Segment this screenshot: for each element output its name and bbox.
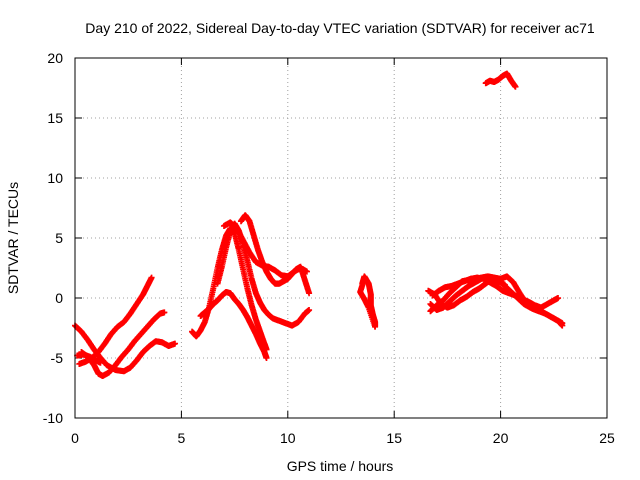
y-tick-label: 15 (47, 110, 63, 126)
data-point (172, 340, 179, 347)
data-point (361, 275, 368, 282)
x-tick-label: 0 (71, 430, 79, 446)
y-tick-label: 0 (55, 290, 63, 306)
x-axis-title: GPS time / hours (287, 458, 394, 474)
y-axis-title: SDTVAR / TECUs (5, 182, 21, 294)
x-tick-label: 25 (599, 430, 615, 446)
y-tick-label: -5 (51, 350, 64, 366)
series-track-4 (74, 351, 104, 366)
data-point (303, 268, 310, 275)
series-track-15 (482, 70, 519, 90)
y-tick-label: 10 (47, 170, 63, 186)
y-tick-label: 20 (47, 50, 63, 66)
chart-title: Day 210 of 2022, Sidereal Day-to-day VTE… (85, 20, 595, 36)
data-point (512, 83, 519, 90)
x-tick-label: 20 (493, 430, 509, 446)
grid-lines (75, 58, 607, 418)
series-track-14 (427, 274, 508, 313)
y-tick-label: 5 (55, 230, 63, 246)
data-point (263, 355, 270, 361)
data-point (161, 309, 168, 316)
x-tick-label: 15 (386, 430, 402, 446)
data-point (97, 359, 104, 366)
series-track-9 (220, 219, 310, 280)
data-point (555, 295, 562, 301)
series-track-10 (357, 273, 379, 330)
data-point (306, 290, 313, 297)
data-point (306, 307, 313, 313)
x-tick-label: 5 (178, 430, 186, 446)
data-point (148, 274, 155, 281)
y-tick-label: -10 (43, 410, 63, 426)
series-track-6 (197, 289, 270, 361)
plot-frame (74, 57, 608, 419)
x-tick-label: 10 (280, 430, 296, 446)
data-point (501, 281, 508, 288)
data-series (72, 70, 566, 379)
data-point (559, 322, 566, 329)
